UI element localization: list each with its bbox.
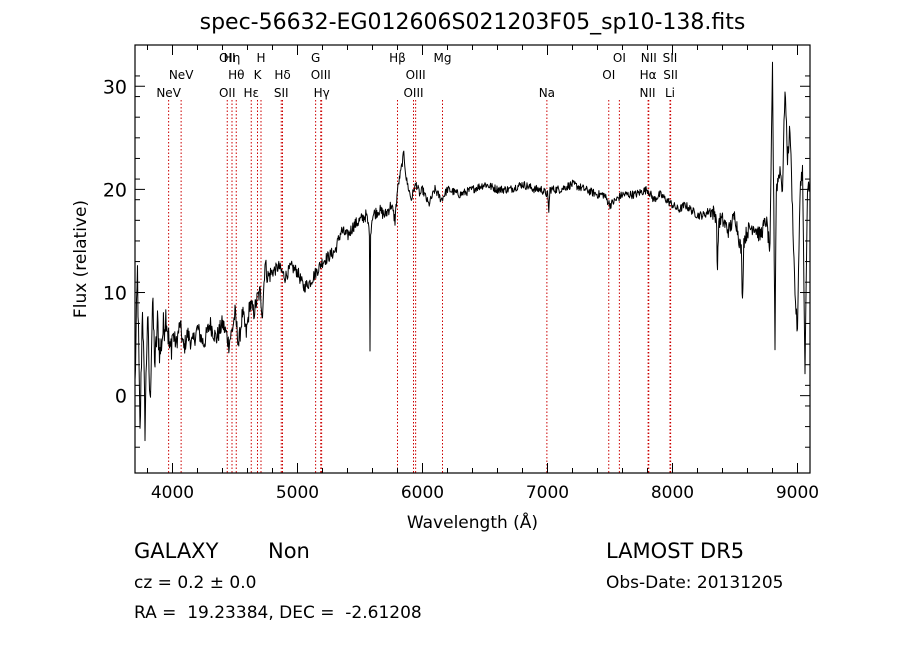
emission-line-label: Li	[665, 86, 675, 100]
object-subclass: Non	[268, 539, 310, 563]
emission-line-label: H	[256, 51, 265, 65]
y-tick-label: 0	[115, 386, 127, 408]
emission-line-label: Hθ	[228, 68, 244, 82]
emission-line-label: NeV	[169, 68, 194, 82]
emission-line-label: OII	[219, 86, 236, 100]
spectrum-line	[134, 61, 811, 442]
x-tick-label: 5000	[276, 483, 319, 503]
emission-line-label: OIII	[406, 68, 426, 82]
emission-line-label: Mg	[434, 51, 452, 65]
emission-line-label: Hγ	[314, 86, 330, 100]
survey-name: LAMOST DR5	[606, 539, 745, 563]
y-tick-label: 10	[103, 283, 127, 305]
emission-line-label: SII	[274, 86, 289, 100]
emission-line-label: SII	[663, 68, 678, 82]
observation-date: Obs-Date: 20131205	[606, 573, 784, 593]
x-axis-label: Wavelength (Å)	[407, 511, 538, 533]
emission-line-label: OI	[613, 51, 626, 65]
emission-line-label: G	[311, 51, 320, 65]
emission-line-label: OIII	[311, 68, 331, 82]
spectrum-series	[134, 61, 811, 442]
object-type: GALAXY	[134, 539, 219, 563]
x-tick-label: 6000	[401, 483, 444, 503]
coordinates: RA = 19.23384, DEC = -2.61208	[134, 603, 422, 623]
chart-title: spec-56632-EG012606S021203F05_sp10-138.f…	[199, 10, 746, 35]
emission-line-label: Hα	[640, 68, 657, 82]
emission-line-label: K	[254, 68, 263, 82]
y-tick-label: 30	[103, 76, 127, 98]
axes: 4000 5000 6000 7000 8000 9000 0 10 20 30 Wavelengt…	[71, 45, 819, 533]
emission-line-label: Hδ	[274, 68, 290, 82]
emission-line-markers	[168, 100, 672, 473]
x-tick-label: 4000	[151, 483, 194, 503]
x-tick-label: 9000	[776, 483, 819, 503]
emission-line-label: OII	[219, 51, 236, 65]
emission-line-label: NII	[639, 86, 655, 100]
emission-line-label: Hε	[243, 86, 259, 100]
emission-line-label: SII	[663, 51, 678, 65]
emission-line-label: OI	[602, 68, 615, 82]
emission-line-label: Na	[539, 86, 555, 100]
y-tick-label: 20	[103, 179, 127, 201]
emission-line-label: Hβ	[389, 51, 406, 65]
emission-line-label: OIII	[403, 86, 423, 100]
emission-line-label: Hη	[224, 51, 241, 65]
emission-line-label: NII	[641, 51, 657, 65]
y-axis-label: Flux (relative)	[71, 200, 91, 318]
redshift-cz: cz = 0.2 ± 0.0	[134, 573, 257, 593]
x-tick-label: 7000	[526, 483, 569, 503]
emission-line-label: NeV	[156, 86, 181, 100]
x-tick-label: 8000	[651, 483, 694, 503]
